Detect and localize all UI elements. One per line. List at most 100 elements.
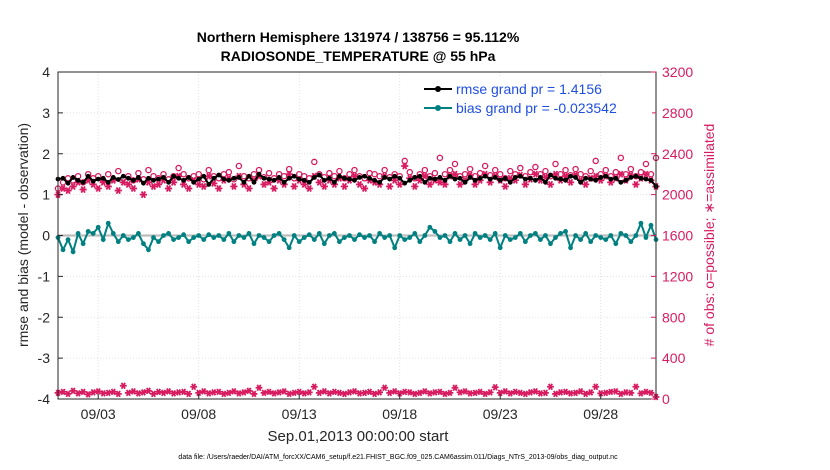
rmse-point	[392, 173, 398, 179]
obs-possible-marker	[336, 167, 343, 175]
bias-point	[151, 235, 156, 240]
obs-assimilated-marker	[451, 170, 459, 178]
bias-point	[70, 249, 76, 255]
rmse-point	[462, 179, 468, 185]
obs-low-marker	[69, 387, 77, 395]
obs-low-marker	[220, 390, 228, 398]
obs-assimilated-marker	[215, 184, 223, 193]
obs-possible-marker	[562, 166, 569, 174]
obs-low-marker	[547, 383, 554, 391]
rmse-point	[492, 175, 498, 180]
obs-assimilated-marker	[617, 170, 625, 178]
rmse-point	[181, 177, 187, 183]
rmse-point	[507, 179, 513, 185]
rmse-point	[427, 175, 433, 181]
obs-low-marker	[627, 389, 635, 397]
bias-point	[402, 237, 408, 242]
bias-point	[130, 235, 136, 240]
obs-possible-marker	[532, 163, 539, 171]
chart-subtitle: RADIOSONDE_TEMPERATURE @ 55 hPa	[221, 48, 496, 64]
legend-rmse-label: rmse grand pr = 1.4156	[456, 81, 602, 97]
obs-low-marker	[160, 389, 167, 397]
obs-assimilated-marker	[642, 170, 650, 178]
bias-point	[477, 235, 483, 240]
obs-assimilated-marker	[124, 180, 132, 188]
bias-point	[291, 233, 297, 238]
bias-point	[568, 245, 573, 251]
rmse-point	[85, 173, 91, 179]
obs-possible-marker	[542, 167, 549, 175]
bias-point	[296, 239, 302, 245]
x-tick-label: 09/08	[181, 406, 216, 422]
bias-point	[241, 235, 247, 240]
obs-low-marker	[190, 383, 198, 391]
bias-point	[110, 231, 116, 236]
bias-point	[613, 241, 619, 247]
obs-possible-marker	[552, 160, 559, 168]
bias-point	[583, 231, 589, 236]
bias-point	[447, 239, 453, 245]
bias-point	[578, 237, 584, 242]
obs-low-marker	[165, 387, 172, 395]
bias-point	[482, 233, 488, 238]
rmse-point	[548, 172, 553, 178]
rmse-point	[256, 171, 262, 177]
obs-possible-marker	[175, 164, 182, 172]
obs-low-marker	[542, 389, 549, 397]
obs-assimilated-marker	[139, 191, 148, 199]
bias-point	[427, 224, 433, 230]
bias-point	[286, 245, 292, 251]
rmse-point	[125, 175, 131, 181]
data-layer	[54, 154, 660, 401]
obs-low-marker	[642, 388, 650, 396]
tick-layer: 4 3 2 1 0 -1 -2 -3 -4 3200 2800 2400 2000 1600 1200 800…	[38, 64, 694, 422]
obs-low-marker	[496, 389, 504, 397]
bias-point	[457, 237, 463, 242]
rmse-point	[231, 175, 237, 181]
obs-assimilated-marker	[396, 180, 404, 188]
rmse-point	[527, 175, 533, 181]
obs-possible-marker	[572, 165, 579, 173]
rmse-point	[638, 175, 644, 181]
bias-point	[60, 247, 66, 253]
obs-low-marker	[315, 389, 323, 397]
bias-point	[598, 235, 604, 240]
obs-low-marker	[592, 383, 600, 391]
obs-possible-marker	[431, 169, 439, 177]
bias-point	[95, 224, 101, 230]
obs-possible-marker	[331, 172, 338, 180]
rmse-point	[472, 177, 478, 183]
obs-possible-marker	[401, 157, 408, 165]
bias-point	[321, 241, 327, 247]
rmse-point	[437, 175, 443, 180]
obs-low-marker	[426, 389, 434, 397]
obs-low-marker	[647, 389, 655, 397]
obs-possible-marker	[421, 166, 429, 174]
bias-point	[196, 233, 202, 238]
bias-point	[261, 235, 267, 240]
obs-possible-marker	[235, 162, 243, 170]
obs-assimilated-marker	[456, 180, 464, 188]
rmse-point	[532, 177, 538, 183]
rmse-point	[331, 179, 337, 185]
rmse-point	[613, 175, 619, 181]
rmse-point	[261, 175, 267, 181]
obs-assimilated-marker	[582, 180, 590, 188]
obs-low-marker	[336, 389, 343, 397]
rmse-point	[166, 179, 171, 185]
obs-low-marker	[109, 388, 117, 396]
obs-possible-marker	[265, 169, 273, 177]
rmse-point	[347, 176, 352, 182]
obs-low-marker	[562, 388, 569, 396]
bias-point	[412, 231, 418, 236]
bias-point	[382, 235, 388, 240]
bias-point	[246, 231, 252, 236]
bias-point	[527, 233, 533, 238]
bias-point	[472, 231, 478, 236]
bias-point	[422, 233, 428, 238]
obs-low-marker	[180, 388, 188, 396]
rmse-point	[146, 175, 151, 181]
bias-point	[437, 235, 443, 240]
rmse-point	[407, 177, 413, 183]
